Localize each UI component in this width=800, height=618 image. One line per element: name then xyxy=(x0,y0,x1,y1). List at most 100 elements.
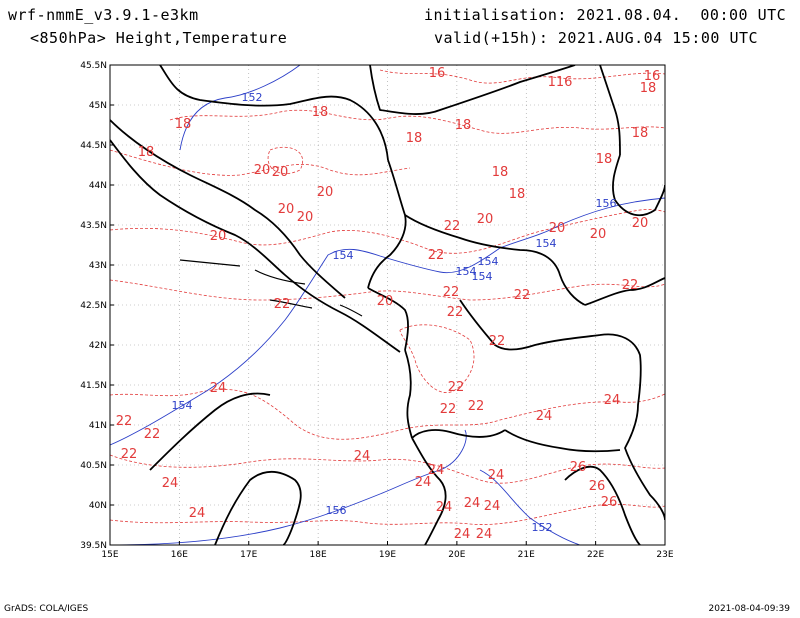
isotherm-label: 24 xyxy=(476,527,493,542)
isotherm-label: 20 xyxy=(632,216,649,231)
isotherm-label: 18 xyxy=(492,165,509,180)
isotherm-label: 18 xyxy=(640,81,657,96)
isotherm-label: 18 xyxy=(596,152,613,167)
isotherm-label: 26 xyxy=(570,460,587,475)
lat-tick-label: 44.5N xyxy=(80,141,107,151)
isotherm-label: 18 xyxy=(312,105,329,120)
isotherm-label: 24 xyxy=(436,500,453,515)
lat-tick-label: 40N xyxy=(89,501,107,511)
field-title: <850hPa> Height,Temperature xyxy=(30,29,288,47)
model-title: wrf-nmmE_v3.9.1-e3km xyxy=(8,6,199,24)
temperature-contours xyxy=(110,69,665,525)
height-contour-label: 152 xyxy=(532,521,553,534)
height-contour-label: 154 xyxy=(478,255,499,268)
isotherm-label: 22 xyxy=(440,402,457,417)
isotherm-label: 24 xyxy=(189,506,206,521)
lon-tick-label: 16E xyxy=(171,550,188,560)
isotherm-label: 20 xyxy=(254,163,271,178)
height-contour-label: 152 xyxy=(242,91,263,104)
initialisation-time: initialisation: 2021.08.04. 00:00 UTC xyxy=(424,6,787,24)
lon-tick-label: 23E xyxy=(656,550,673,560)
isotherm-label: 24 xyxy=(162,476,179,491)
lat-tick-label: 43.5N xyxy=(80,221,107,231)
height-contour-label: 154 xyxy=(472,270,493,283)
isotherm-label: 22 xyxy=(489,334,506,349)
lat-tick-label: 39.5N xyxy=(80,541,107,551)
isotherm-label: 22 xyxy=(447,305,464,320)
height-contour-label: 154 xyxy=(333,249,354,262)
isotherm-label: 20 xyxy=(549,221,566,236)
isotherm-label: 26 xyxy=(589,479,606,494)
isotherm-label: 20 xyxy=(272,165,289,180)
isotherm-label: 18 xyxy=(455,118,472,133)
axis-ticks: 15E 16E 17E 18E 19E 20E 21E 22E 23E 45.5N 45N 44.5N… xyxy=(80,61,674,560)
lat-tick-label: 44N xyxy=(89,181,107,191)
lat-tick-label: 45N xyxy=(89,101,107,111)
lon-tick-label: 17E xyxy=(240,550,257,560)
isotherm-label: 24 xyxy=(484,499,501,514)
height-contour-label: 156 xyxy=(596,197,617,210)
isotherm-label: 22 xyxy=(448,380,465,395)
isotherm-label: 24 xyxy=(464,496,481,511)
isotherm-label: 20 xyxy=(297,210,314,225)
isotherm-label: 18 xyxy=(406,131,423,146)
isotherm-label: 22 xyxy=(468,399,485,414)
isotherm-label: 20 xyxy=(590,227,607,242)
lat-tick-label: 41.5N xyxy=(80,381,107,391)
lon-tick-label: 22E xyxy=(587,550,604,560)
lat-tick-label: 45.5N xyxy=(80,61,107,71)
isotherm-label: 24 xyxy=(415,475,432,490)
height-contour-label: 156 xyxy=(326,504,347,517)
isotherm-label: 20 xyxy=(317,185,334,200)
isotherm-label: 22 xyxy=(444,219,461,234)
isotherm-label: 24 xyxy=(354,449,371,464)
isotherm-label: 18 xyxy=(509,187,526,202)
height-contours xyxy=(110,65,665,545)
render-timestamp: 2021-08-04-09:39 xyxy=(708,604,791,614)
isotherm-label: 18 xyxy=(175,117,192,132)
isotherm-label: 116 xyxy=(548,75,573,90)
isotherm-label: 22 xyxy=(144,427,161,442)
isotherm-label: 22 xyxy=(622,278,639,293)
isotherm-label: 20 xyxy=(210,229,227,244)
lat-tick-label: 41N xyxy=(89,421,107,431)
isotherm-label: 22 xyxy=(443,285,460,300)
isotherm-label: 16 xyxy=(644,69,661,84)
isotherm-label: 18 xyxy=(138,145,155,160)
isotherm-label: 20 xyxy=(377,294,394,309)
isotherm-label: 22 xyxy=(514,288,531,303)
lon-tick-label: 15E xyxy=(101,550,118,560)
lat-lon-grid xyxy=(110,65,665,545)
lon-tick-label: 21E xyxy=(518,550,535,560)
isotherm-label: 24 xyxy=(536,409,553,424)
lat-tick-label: 42N xyxy=(89,341,107,351)
lat-tick-label: 40.5N xyxy=(80,461,107,471)
isotherm-label: 26 xyxy=(601,495,618,510)
isotherm-label: 18 xyxy=(632,126,649,141)
height-contour-label: 154 xyxy=(456,265,477,278)
isotherm-label: 24 xyxy=(454,527,471,542)
lon-tick-label: 19E xyxy=(379,550,396,560)
isotherm-label: 22 xyxy=(116,414,133,429)
borders-coastlines xyxy=(110,65,665,545)
isotherm-label: 22 xyxy=(428,248,445,263)
isotherm-label: 24 xyxy=(210,381,227,396)
isotherm-label: 22 xyxy=(274,297,291,312)
lat-tick-label: 42.5N xyxy=(80,301,107,311)
isotherm-label: 24 xyxy=(604,393,621,408)
isotherm-label: 24 xyxy=(488,468,505,483)
valid-time: valid(+15h): 2021.AUG.04 15:00 UTC xyxy=(434,29,759,47)
isotherm-label: 22 xyxy=(121,447,138,462)
isotherm-label: 20 xyxy=(278,202,295,217)
height-contour-label: 154 xyxy=(172,399,193,412)
isotherm-label: 24 xyxy=(428,463,445,478)
lon-tick-label: 20E xyxy=(448,550,465,560)
lat-tick-label: 43N xyxy=(89,261,107,271)
grads-credit: GrADS: COLA/IGES xyxy=(4,604,89,614)
height-contour-label: 154 xyxy=(536,237,557,250)
lon-tick-label: 18E xyxy=(310,550,327,560)
isotherm-label: 20 xyxy=(477,212,494,227)
